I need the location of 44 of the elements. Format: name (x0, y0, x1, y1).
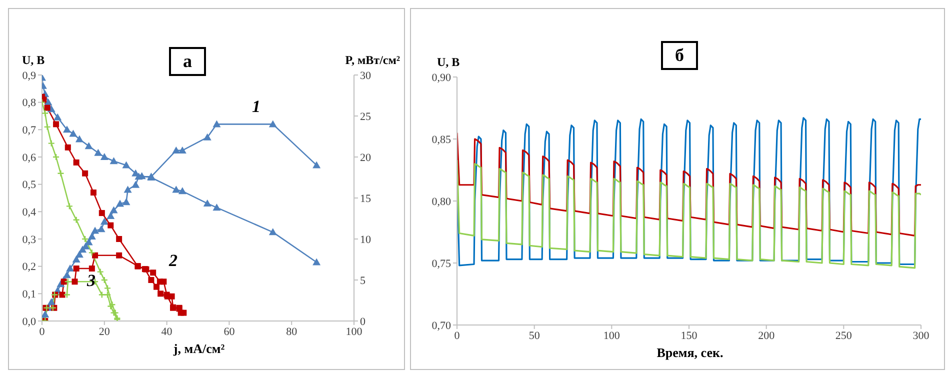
x-tick-label: 20 (98, 326, 110, 338)
y2-tick-label: 30 (360, 70, 372, 82)
x-tick-label: 60 (224, 326, 236, 338)
x-tick-label: 200 (758, 330, 776, 342)
y-tick-label: 0,2 (22, 261, 36, 274)
y-tick-label: 0,6 (22, 152, 36, 164)
annotation: 1 (252, 97, 260, 117)
x-tick-label: 300 (912, 330, 930, 342)
chart-title: б (661, 41, 698, 70)
x-tick-label: 80 (286, 326, 298, 338)
y-tick-label: 0,85 (432, 134, 452, 146)
x-tick-label: 100 (603, 330, 620, 342)
y-tick-label: 0,80 (432, 196, 452, 208)
y-tick-label: 0,3 (22, 234, 36, 246)
y-tick-label: 0,70 (432, 320, 452, 332)
y2-tick-label: 0 (360, 316, 366, 328)
y-tick-label: 0,90 (432, 72, 452, 84)
y-tick-label: 0,75 (432, 258, 452, 270)
x-tick-label: 0 (39, 326, 46, 338)
y-tick-label: 0,1 (22, 288, 36, 301)
chart-title: а (169, 47, 206, 76)
y2-axis-title: P, мВт/см² (345, 53, 400, 68)
y2-tick-label: 15 (360, 192, 372, 205)
x-axis-title: Время, сек. (656, 345, 724, 361)
y2-tick-label: 25 (360, 110, 372, 123)
y-axis-title: U, В (437, 55, 460, 70)
y-tick-label: 0,4 (22, 206, 36, 219)
annotation: 2 (169, 251, 178, 271)
y-tick-label: 0,7 (22, 124, 36, 137)
x-tick-label: 150 (680, 330, 698, 342)
x-tick-label: 250 (835, 330, 852, 342)
y2-tick-label: 10 (360, 234, 372, 246)
y-tick-label: 0,8 (22, 97, 36, 110)
y-axis-title: U, В (22, 53, 45, 68)
x-tick-label: 0 (454, 330, 460, 342)
y-tick-label: 0,9 (22, 70, 36, 82)
x-tick-label: 40 (161, 326, 173, 338)
y2-tick-label: 5 (360, 274, 366, 287)
y2-tick-label: 20 (360, 152, 372, 164)
x-tick-label: 50 (528, 330, 540, 342)
x-axis-title: j, мА/см² (172, 341, 226, 357)
y-tick-label: 0,5 (22, 179, 36, 192)
y-tick-label: 0,0 (22, 316, 36, 328)
x-tick-label: 100 (346, 326, 363, 338)
